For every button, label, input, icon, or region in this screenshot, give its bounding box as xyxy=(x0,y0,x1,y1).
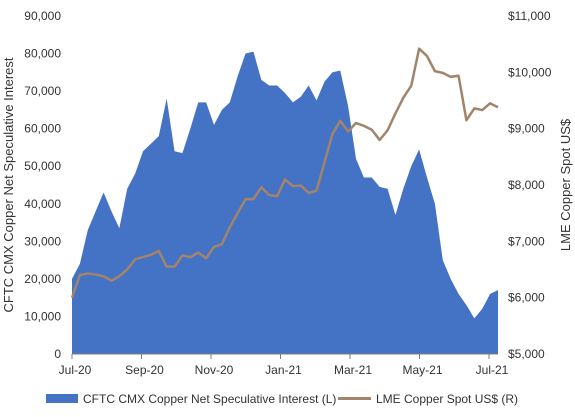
x-tick-label: May-21 xyxy=(402,363,442,377)
y-left-tick-label: 60,000 xyxy=(24,122,61,136)
y-right-axis-title: LME Copper Spot US$ xyxy=(558,118,573,251)
y-right-tick-label: $9,000 xyxy=(508,122,545,136)
y-right-tick-label: $5,000 xyxy=(508,347,545,361)
x-tick-label: Mar-21 xyxy=(334,363,372,377)
y-right-tick-label: $11,000 xyxy=(508,9,551,23)
legend-label-lme: LME Copper Spot US$ (R) xyxy=(376,392,518,406)
legend-swatch-cftc xyxy=(46,394,78,403)
y-left-axis-title: CFTC CMX Copper Net Speculative Interest xyxy=(1,57,16,312)
y-left-tick-label: 0 xyxy=(54,347,61,361)
y-left-tick-label: 30,000 xyxy=(24,234,61,248)
legend-label-cftc: CFTC CMX Copper Net Speculative Interest… xyxy=(83,392,336,406)
x-tick-label: Jul-20 xyxy=(59,363,92,377)
y-left-tick-label: 10,000 xyxy=(24,309,61,323)
y-left-tick-label: 50,000 xyxy=(24,159,61,173)
y-right-tick-label: $7,000 xyxy=(508,234,545,248)
x-tick-label: Nov-20 xyxy=(195,363,234,377)
y-left-tick-label: 40,000 xyxy=(24,197,61,211)
y-left-tick-label: 20,000 xyxy=(24,272,61,286)
y-left-tick-label: 90,000 xyxy=(24,9,61,23)
x-tick-label: Jul-21 xyxy=(476,363,509,377)
y-left-tick-label: 80,000 xyxy=(24,47,61,61)
y-right-tick-label: $6,000 xyxy=(508,291,545,305)
area-series-cftc xyxy=(72,51,498,355)
y-right-tick-label: $8,000 xyxy=(508,178,545,192)
y-left-tick-label: 70,000 xyxy=(24,84,61,98)
x-tick-label: Jan-21 xyxy=(265,363,302,377)
line-series-lme xyxy=(70,47,499,299)
y-right-tick-label: $10,000 xyxy=(508,65,552,79)
x-tick-label: Sep-20 xyxy=(125,363,164,377)
